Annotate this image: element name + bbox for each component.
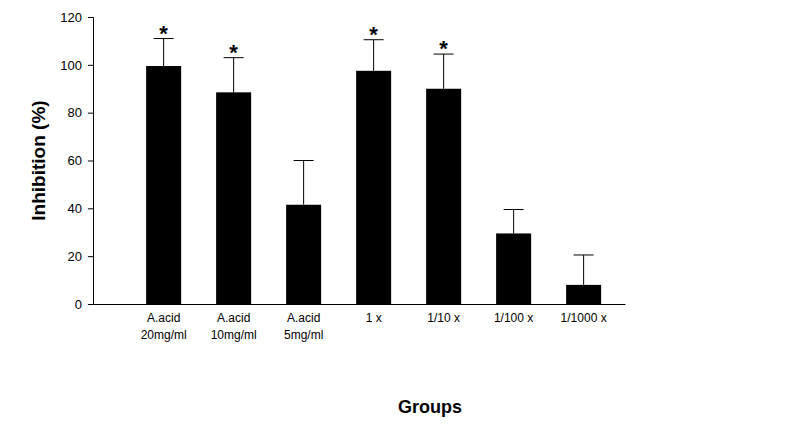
y-tick-mark: [88, 113, 93, 114]
x-tick-label: A.acid20mg/ml: [141, 311, 187, 342]
bar: [216, 92, 251, 304]
bar: [286, 205, 321, 304]
x-tick-label: 1 x: [366, 311, 382, 325]
x-tick: 1/100 x: [494, 304, 533, 325]
error-bar: [504, 210, 524, 234]
significance-markers: * * * *: [159, 21, 448, 65]
x-axis-line: [94, 304, 626, 305]
significance-marker: *: [229, 40, 238, 65]
y-tick: 20: [68, 249, 93, 264]
y-tick-mark: [88, 161, 93, 162]
y-tick: 100: [60, 57, 93, 72]
bar: [496, 233, 531, 304]
y-axis: 0 20 40 60 80 100 120: [60, 10, 93, 312]
y-tick-mark: [88, 65, 93, 66]
y-axis-title: Inhibition (%): [28, 100, 49, 220]
y-tick-mark: [88, 256, 93, 257]
y-tick: 80: [68, 105, 93, 120]
significance-marker: *: [439, 36, 448, 61]
y-tick-label: 80: [68, 105, 82, 120]
y-tick: 120: [60, 10, 93, 25]
y-tick-label: 60: [68, 153, 82, 168]
y-tick-mark: [88, 17, 93, 18]
y-tick-label: 120: [60, 10, 82, 25]
error-bar-stem: [303, 161, 304, 205]
y-tick: 40: [68, 201, 93, 216]
y-tick-label: 20: [68, 249, 82, 264]
x-tick-label: 1/100 x: [494, 311, 533, 325]
x-tick: 1/10 x: [427, 304, 460, 325]
error-bar-cap: [294, 160, 314, 161]
significance-marker: *: [369, 22, 378, 47]
y-tick: 0: [75, 297, 93, 312]
y-tick: 60: [68, 153, 93, 168]
error-bar: [574, 255, 594, 285]
bar: [356, 71, 391, 304]
y-tick-label: 40: [68, 201, 82, 216]
x-tick-label: A.acid10mg/ml: [211, 311, 257, 342]
x-tick-label: A.acid5mg/ml: [284, 311, 323, 342]
x-tick: 1/1000 x: [561, 304, 607, 325]
x-tick: A.acid10mg/ml: [211, 304, 257, 342]
x-axis-title: Groups: [398, 397, 462, 417]
error-bar-cap: [504, 209, 524, 210]
bar: [426, 89, 461, 304]
x-tick-label: 1/1000 x: [561, 311, 607, 325]
plot-area: [146, 39, 601, 304]
bar: [566, 285, 601, 304]
x-axis: A.acid20mg/ml A.acid10mg/ml A.acid5mg/ml 1 …: [94, 304, 626, 342]
error-bar-stem: [513, 210, 514, 234]
y-tick-mark: [88, 208, 93, 209]
x-tick-label: 1/10 x: [427, 311, 460, 325]
y-tick-mark: [88, 304, 93, 305]
significance-marker: *: [159, 21, 168, 46]
x-tick: A.acid5mg/ml: [284, 304, 323, 342]
error-bar: [294, 161, 314, 205]
chart: * * * * 0 20 40 60 80 100 120 A.acid20mg/ml A.acid10…: [0, 0, 808, 439]
y-tick-label: 0: [75, 297, 82, 312]
error-bar-stem: [583, 255, 584, 285]
y-tick-label: 100: [60, 57, 82, 72]
x-tick: 1 x: [366, 304, 382, 325]
bar: [146, 66, 181, 304]
error-bar-cap: [574, 254, 594, 255]
x-tick: A.acid20mg/ml: [141, 304, 187, 342]
y-axis-line: [88, 18, 94, 305]
